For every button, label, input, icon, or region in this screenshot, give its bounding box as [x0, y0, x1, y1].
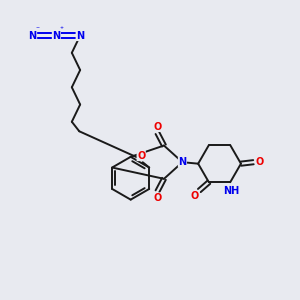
Text: O: O [137, 151, 145, 160]
Text: O: O [256, 157, 264, 167]
Text: O: O [191, 191, 199, 201]
Text: NH: NH [224, 185, 240, 196]
Text: ⁺: ⁺ [60, 25, 64, 34]
Text: N: N [178, 157, 187, 167]
Text: O: O [153, 122, 162, 131]
Text: NH: NH [224, 184, 240, 195]
Text: N: N [28, 31, 37, 40]
Text: N: N [76, 31, 84, 40]
Text: ⁻: ⁻ [36, 25, 40, 34]
Text: N: N [52, 31, 60, 40]
Text: O: O [153, 193, 162, 203]
